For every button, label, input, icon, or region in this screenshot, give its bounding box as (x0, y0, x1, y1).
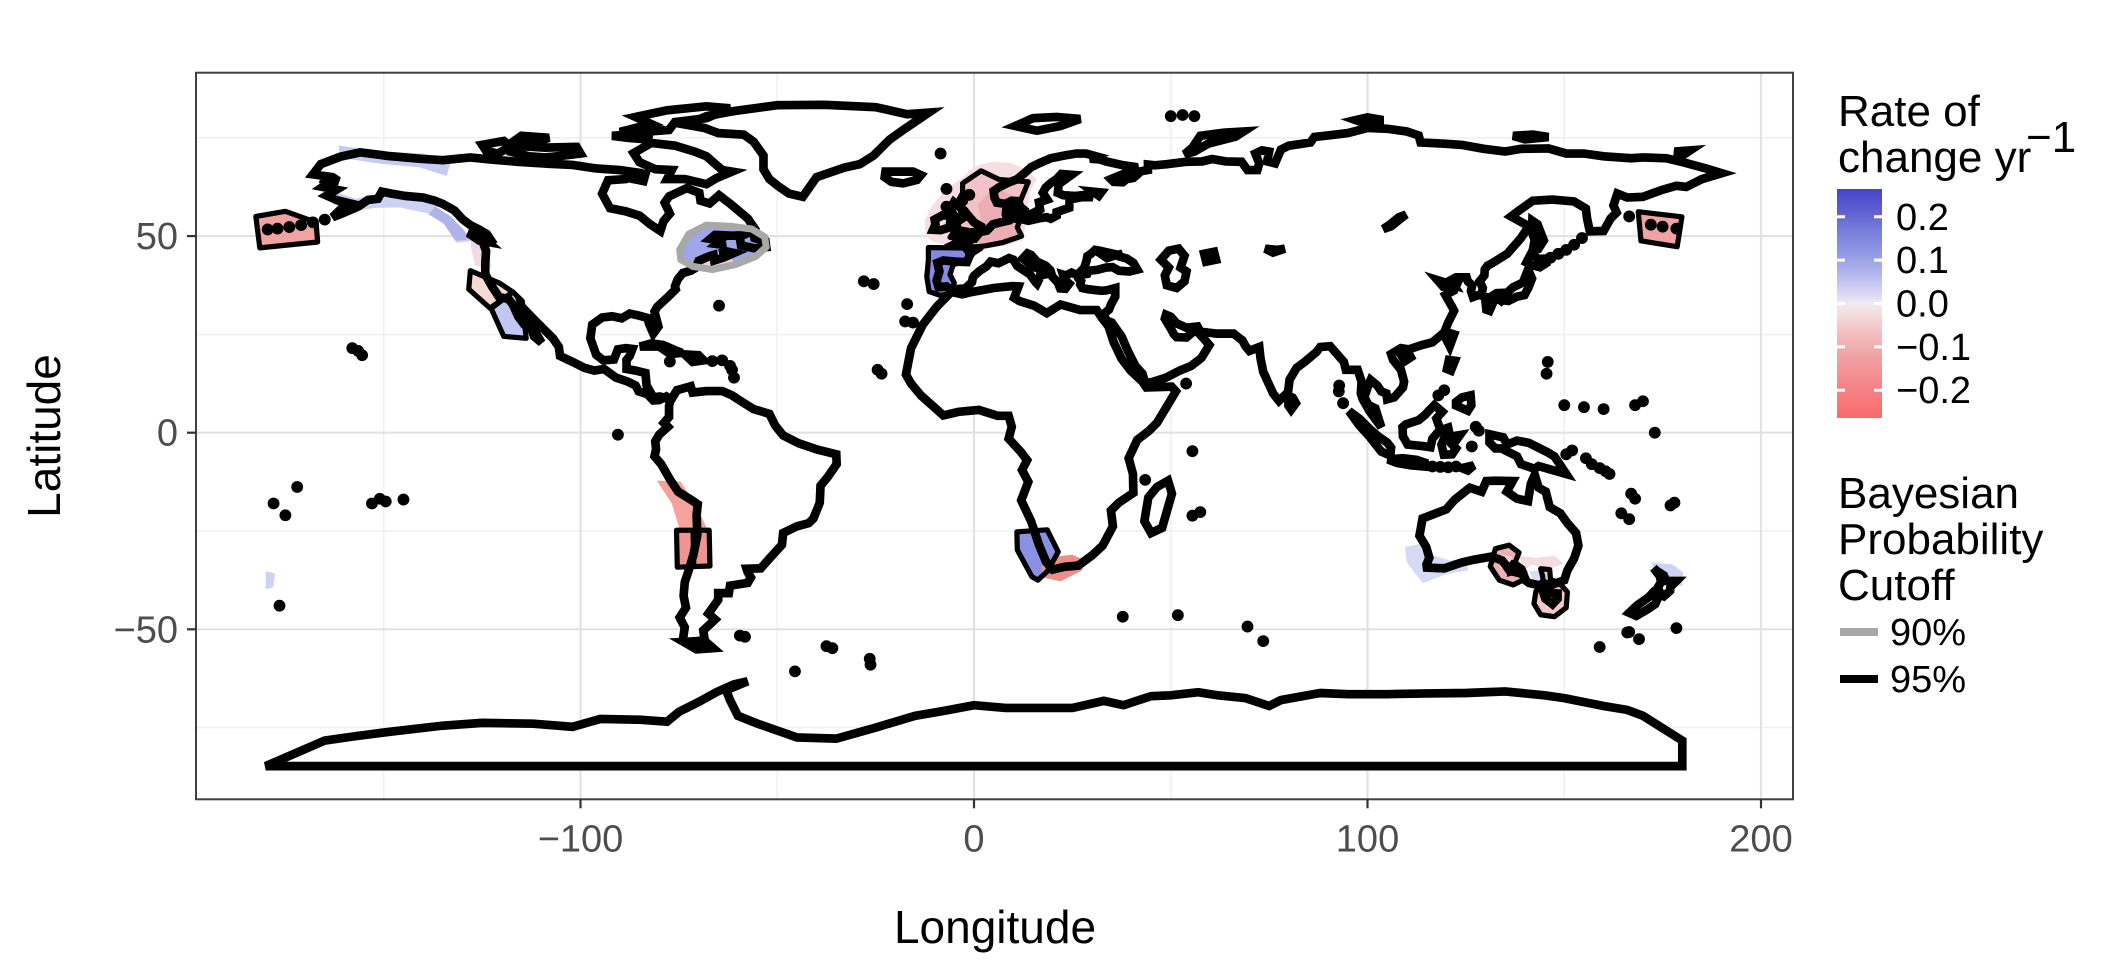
panel-border (195, 71, 1794, 801)
region-nz-band-west-wrap (265, 571, 276, 590)
y-tick-label: 50 (136, 216, 178, 258)
outline-tasmania-blob (1534, 569, 1567, 617)
outline-california-south (491, 292, 526, 338)
x-tick-label: 200 (1729, 818, 1792, 860)
colorbar-title-exponent: −1 (2026, 113, 2076, 162)
cutoff-title-line2: Probability (1838, 515, 2043, 564)
y-tick-label: −50 (114, 609, 178, 651)
cutoff-title-line1: Bayesian (1838, 469, 2019, 518)
colorbar-labels: 0.20.10.0−0.1−0.2 (1896, 197, 1971, 412)
cutoff-key-label: 95% (1890, 659, 1966, 701)
cutoff-keys: 90%95% (1840, 612, 1966, 701)
colorbar-tick-label: −0.1 (1896, 327, 1971, 369)
x-axis-title: Longitude (894, 901, 1096, 953)
colorbar-tick-label: 0.0 (1896, 284, 1949, 326)
colorbar-tick-label: −0.2 (1896, 370, 1971, 412)
region-outlines (256, 171, 1682, 617)
colorbar-title-line2: change yr (1838, 133, 2031, 182)
legend-cutoff: Bayesian Probability Cutoff 90%95% (1838, 469, 2043, 701)
x-tick-label: −100 (538, 818, 624, 860)
cutoff-title-line3: Cutoff (1838, 561, 1955, 610)
region-sw-australia-band (1404, 543, 1468, 584)
region-se-australia-haze (1518, 555, 1564, 572)
outline-chile-box (677, 530, 710, 567)
outline-bay-of-biscay (927, 248, 981, 296)
outline-north-sea (950, 171, 1028, 248)
cutoff-key-label: 90% (1890, 612, 1966, 654)
y-axis-title: Latitude (18, 354, 70, 518)
legend-colorbar: Rate of change yr −1 0.20.10.0−0.1−0.2 (1837, 87, 2076, 418)
colorbar-tick-label: 0.2 (1896, 197, 1949, 239)
colorbar-title-line1: Rate of (1838, 87, 1981, 136)
x-tick-label: 0 (963, 818, 984, 860)
x-tick-label: 100 (1336, 818, 1399, 860)
outline-alaska-shelf (256, 211, 318, 248)
colorbar-ticks (1837, 215, 1882, 392)
outline-great-australian-bight (1490, 545, 1527, 585)
outline-gulf-of-st-lawrence (680, 225, 767, 269)
outline-kuril (1638, 212, 1682, 247)
colorbar-tick-label: 0.1 (1896, 240, 1949, 282)
region-british-columbia-band (429, 206, 471, 241)
x-axis-ticks: −100 0 100 200 (538, 799, 1793, 860)
y-tick-label: 0 (157, 413, 178, 455)
y-axis-ticks: 50 0 −50 (114, 216, 196, 651)
outline-benguela (1017, 530, 1058, 580)
